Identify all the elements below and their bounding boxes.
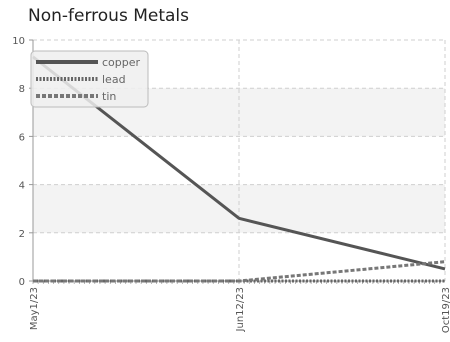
- legend[interactable]: copper lead tin: [30, 50, 149, 108]
- y-tick-label: 8: [19, 84, 25, 95]
- legend-label-lead: lead: [102, 73, 126, 86]
- legend-label-copper: copper: [102, 56, 141, 69]
- series-line-copper: [32, 55, 446, 271]
- series-lines: [32, 55, 446, 283]
- series-line-tin: [33, 260, 446, 283]
- y-tick-labels: 0 2 4 6 8 10: [12, 36, 25, 288]
- y-tick-label: 6: [19, 132, 25, 143]
- y-tick-label: 4: [19, 181, 25, 192]
- x-tick-label: Jun12/23: [235, 287, 246, 332]
- x-tick-labels: May1/23 Jun12/23 Oct19/23: [29, 287, 450, 333]
- chart-title: Non-ferrous Metals: [28, 6, 190, 26]
- x-tick-label: Oct19/23: [441, 287, 450, 333]
- x-tick-label: May1/23: [29, 287, 40, 330]
- y-tick-label: 10: [12, 36, 25, 47]
- y-tick-label: 0: [19, 277, 25, 288]
- y-tick-label: 2: [19, 229, 25, 240]
- grid-lines: [33, 39, 446, 281]
- legend-label-tin: tin: [102, 90, 116, 103]
